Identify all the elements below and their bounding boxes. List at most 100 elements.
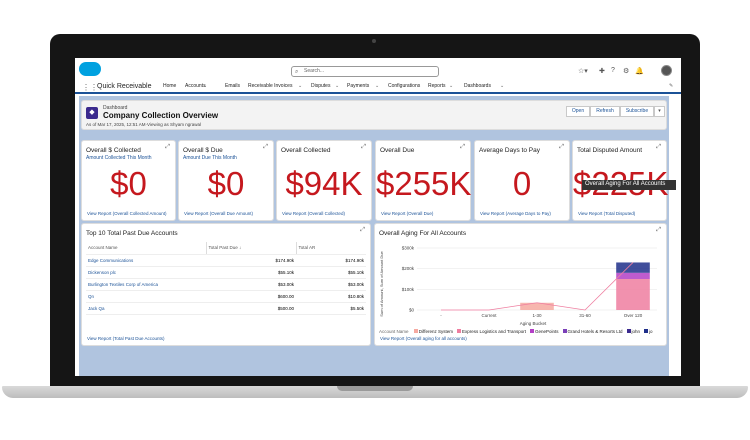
chevron-down-icon[interactable]: ⌄ (335, 83, 340, 89)
add-icon[interactable]: ✚ (599, 68, 605, 75)
laptop-notch (337, 386, 413, 391)
x-axis-label: Aging Bucket (520, 321, 547, 326)
expand-icon[interactable]: ⤢ (656, 144, 661, 150)
bar-segment (616, 272, 650, 279)
edit-nav-icon[interactable]: ✎ (669, 83, 674, 89)
search-input[interactable]: ⌕ Search... (291, 66, 439, 77)
bar-segment (616, 262, 650, 273)
nav-dashboards[interactable]: Dashboards (464, 83, 491, 89)
dashboard-icon: ◆ (86, 107, 98, 119)
account-link[interactable]: Burlington Textiles Corp of America (86, 278, 206, 291)
legend-item[interactable]: Express Logistics and Transport (456, 329, 526, 334)
total-ar-cell: $55.10k (296, 266, 366, 279)
top10-card: ⤢ Top 10 Total Past Due Accounts Account… (81, 223, 371, 346)
col-total-ar[interactable]: Total AR (296, 242, 366, 255)
app-launcher-icon[interactable]: ⋮⋮ (82, 83, 98, 92)
nav-receivable-invoices[interactable]: Receivable Invoices (248, 83, 293, 89)
avatar[interactable] (661, 65, 672, 76)
total-ar-cell: $5.50k (296, 302, 366, 315)
x-tick-label: 1-30 (532, 313, 542, 318)
table-header-row: Account Name Total Past Due ↓ Total AR (86, 242, 366, 255)
legend-item[interactable]: GenePoints (530, 329, 559, 334)
setup-icon[interactable]: ⚙ (623, 68, 630, 75)
legend-item[interactable]: Differenz System (413, 329, 453, 334)
more-actions-button[interactable]: ▾ (654, 106, 665, 117)
view-report-link[interactable]: View Report (Average Days to Pay) (480, 211, 551, 216)
nav-payments[interactable]: Payments (347, 83, 370, 89)
nav-accounts[interactable]: Accounts (185, 83, 206, 89)
expand-icon[interactable]: ⤢ (263, 144, 268, 150)
global-header: ⌕ Search... ☆▾ ✚ ? ⚙ 🔔 (75, 58, 681, 80)
col-total-past-due[interactable]: Total Past Due ↓ (206, 242, 297, 255)
salesforce-logo[interactable] (79, 62, 101, 76)
kpi-title: Overall Due (380, 147, 415, 154)
legend-item[interactable]: john (626, 329, 641, 334)
past-due-cell: $53.00k (206, 278, 296, 291)
legend-swatch (530, 329, 534, 333)
nav-reports[interactable]: Reports (428, 83, 446, 89)
kpi-card-overall-due: ⤢ Overall Due $255K View Report (Overall… (375, 140, 471, 221)
legend-item[interactable]: Grand Hotels & Resorts Ltd (562, 329, 623, 334)
chevron-down-icon[interactable]: ⌄ (203, 83, 208, 89)
account-link[interactable]: Jack Qa (86, 302, 206, 315)
nav-configurations[interactable]: Configurations (388, 83, 421, 89)
subscribe-button[interactable]: Subscribe (620, 106, 654, 117)
view-report-link[interactable]: View Report (Overall Collected Amount) (87, 211, 167, 216)
nav-emails[interactable]: Emails (225, 83, 241, 89)
table-row: Edge Communications $174.90k $174.90k (86, 254, 366, 267)
view-report-link[interactable]: View Report (Overall Collected) (282, 211, 345, 216)
expand-icon[interactable]: ⤢ (656, 227, 661, 233)
expand-icon[interactable]: ⤢ (360, 227, 365, 233)
aging-title: Overall Aging For All Accounts (379, 230, 467, 237)
notifications-icon[interactable]: 🔔 (635, 68, 644, 75)
top10-title: Top 10 Total Past Due Accounts (86, 230, 178, 237)
expand-icon[interactable]: ⤢ (361, 144, 366, 150)
dashboard-subtitle: As of Mar 17, 2025, 12:51 AM·Viewing as … (86, 122, 201, 127)
nav-disputes[interactable]: Disputes (311, 83, 331, 89)
legend-swatch (626, 329, 631, 333)
legend-text: john (631, 329, 641, 334)
bar-segment (616, 279, 650, 310)
account-link[interactable]: Qn (86, 290, 206, 303)
help-icon[interactable]: ? (611, 67, 615, 74)
col-account-name[interactable]: Account Name (86, 242, 207, 255)
y-axis-label: Sum of Amount, Sum of Amount Due (379, 251, 384, 317)
chevron-down-icon[interactable]: ⌄ (500, 83, 505, 89)
view-report-link[interactable]: View Report (Total Past Due Accounts) (87, 336, 165, 341)
top10-table: Account Name Total Past Due ↓ Total AR E… (86, 242, 366, 315)
account-link[interactable]: Dickenson plc (86, 266, 206, 279)
chart-legend: Account Name Differenz System Express Log… (379, 329, 657, 334)
app-nav: ⋮⋮ Quick Receivable Home Accounts Emails… (75, 80, 681, 94)
view-report-link[interactable]: View Report (Overall aging for all accou… (380, 336, 467, 341)
expand-icon[interactable]: ⤢ (559, 144, 564, 150)
expand-icon[interactable]: ⤢ (165, 144, 170, 150)
legend-item[interactable]: jo (644, 329, 653, 334)
past-due-cell: $174.90k (206, 254, 296, 267)
nav-home[interactable]: Home (163, 83, 177, 94)
chart-tooltip: Overall Aging For All Accounts (582, 180, 676, 190)
table-row: Qn $600.00 $10.80k (86, 290, 366, 303)
total-ar-cell: $53.00k (296, 278, 366, 291)
favorites-icon[interactable]: ☆▾ (578, 68, 588, 75)
chevron-down-icon[interactable]: ⌄ (298, 83, 303, 89)
kpi-title: Overall $ Collected (86, 147, 141, 154)
view-report-link[interactable]: View Report (Overall Due) (381, 211, 434, 216)
y-tick-label: $100k (402, 287, 415, 292)
refresh-button[interactable]: Refresh (590, 106, 620, 117)
chevron-down-icon[interactable]: ⌄ (375, 83, 380, 89)
dashboard-header: ◆ Dashboard Company Collection Overview … (81, 100, 667, 130)
open-button[interactable]: Open (566, 106, 590, 117)
kpi-title: Overall $ Due (183, 147, 223, 154)
expand-icon[interactable]: ⤢ (460, 144, 465, 150)
dashboard-label: Dashboard (103, 105, 128, 111)
kpi-card-overall-collected: ⤢ Overall Collected $94K View Report (Ov… (276, 140, 372, 221)
table-row: Burlington Textiles Corp of America $53.… (86, 278, 366, 291)
chevron-down-icon[interactable]: ⌄ (449, 83, 454, 89)
aging-chart: Sum of Amount, Sum of Amount Due Aging B… (379, 246, 657, 326)
view-report-link[interactable]: View Report (Total Disputed) (578, 211, 636, 216)
view-report-link[interactable]: View Report (Overall Due Amount) (184, 211, 253, 216)
dashboard-body: ◆ Dashboard Company Collection Overview … (79, 96, 669, 376)
account-link[interactable]: Edge Communications (86, 254, 206, 267)
kpi-value: 0 (512, 165, 532, 202)
table-row: Jack Qa $500.00 $5.50k (86, 302, 366, 315)
